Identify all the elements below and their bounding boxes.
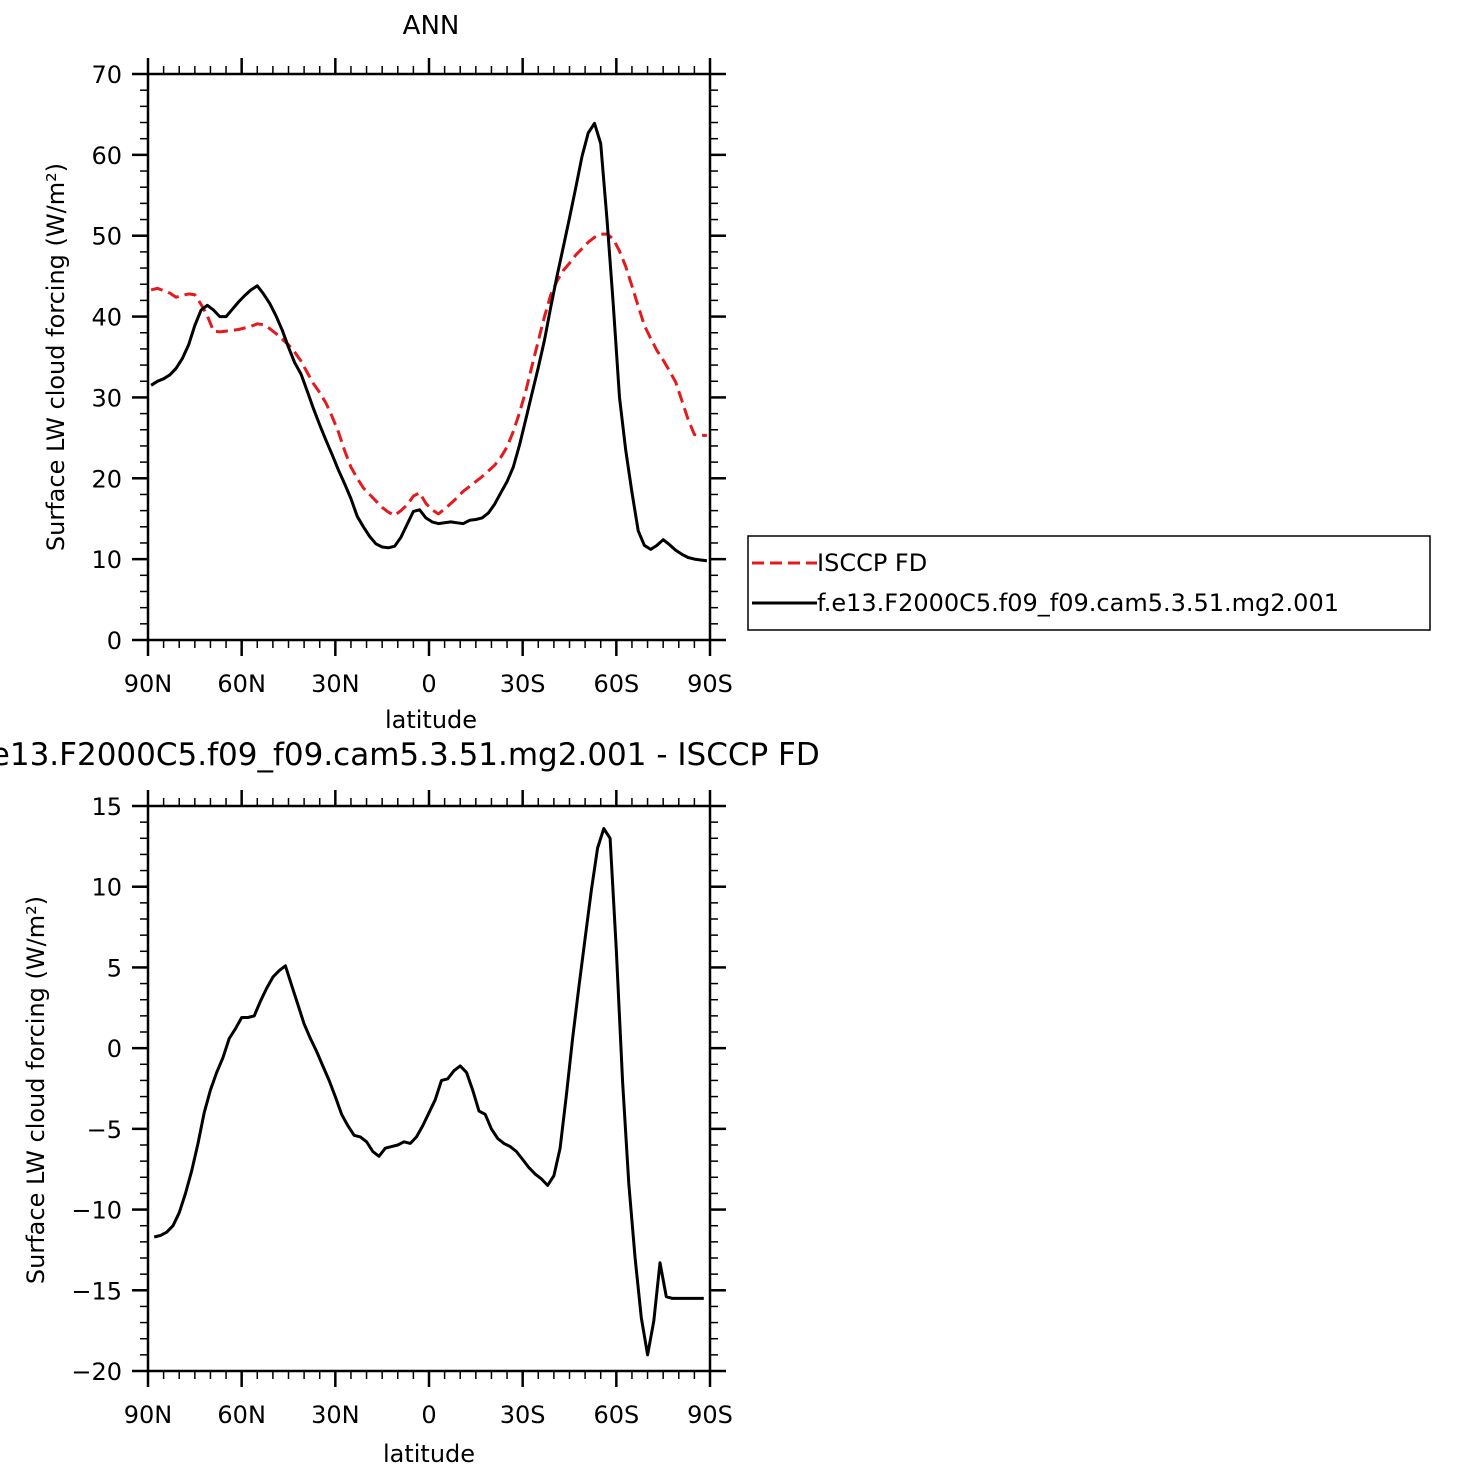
y-tick-label: 0 — [107, 1035, 122, 1063]
y-tick-label: 15 — [91, 793, 122, 821]
y-tick-label: −15 — [71, 1277, 122, 1305]
top-chart-series — [150, 121, 708, 563]
x-tick-label: 90N — [124, 670, 173, 698]
y-tick-label: −20 — [71, 1358, 122, 1386]
top-chart-y-axis-label: Surface LW cloud forcing (W/m²) — [42, 163, 70, 551]
y-tick-label: 70 — [91, 61, 122, 89]
series-line-0 — [153, 827, 704, 1357]
y-tick-label: 60 — [91, 142, 122, 170]
x-tick-label: 60N — [217, 670, 266, 698]
y-tick-label: 0 — [107, 627, 122, 655]
x-tick-label: 90N — [124, 1401, 173, 1429]
legend-label-model: f.e13.F2000C5.f09_f09.cam5.3.51.mg2.001 — [817, 589, 1339, 617]
x-tick-label: 90S — [687, 1401, 733, 1429]
series-line-1 — [150, 121, 708, 563]
y-tick-label: 5 — [107, 954, 122, 982]
bottom-chart-y-axis-label: Surface LW cloud forcing (W/m²) — [22, 896, 50, 1284]
y-tick-label: −5 — [87, 1116, 122, 1144]
x-tick-label: 60N — [217, 1401, 266, 1429]
x-tick-label: 30N — [311, 1401, 360, 1429]
legend-box — [747, 535, 1431, 631]
top-chart-x-axis-label: latitude — [385, 706, 477, 734]
x-tick-label: 60S — [593, 670, 639, 698]
legend: ISCCP FD f.e13.F2000C5.f09_f09.cam5.3.51… — [747, 535, 1431, 631]
x-tick-label: 30S — [500, 670, 546, 698]
bottom-chart-series — [153, 827, 704, 1357]
bottom-chart-title: f.e13.F2000C5.f09_f09.cam5.3.51.mg2.001 … — [0, 737, 820, 773]
plot-frame — [146, 72, 712, 642]
bottom-chart-x-axis-label: latitude — [383, 1440, 475, 1468]
y-tick-label: 40 — [91, 304, 122, 332]
series-line-0 — [150, 232, 707, 517]
x-tick-label: 30S — [500, 1401, 546, 1429]
x-tick-label: 30N — [311, 670, 360, 698]
y-tick-label: 50 — [91, 223, 122, 251]
top-chart: ANN 0 10 20 30 40 50 60 70 90N 60N 30N 0 30S 60S 90S l… — [42, 11, 733, 734]
y-tick-label: −10 — [71, 1197, 122, 1225]
y-tick-label: 10 — [91, 874, 122, 902]
y-tick-label: 10 — [91, 546, 122, 574]
plot-frame — [146, 804, 712, 1373]
x-tick-label: 60S — [593, 1401, 639, 1429]
x-tick-label: 0 — [421, 1401, 436, 1429]
legend-label-isccp-fd: ISCCP FD — [817, 549, 927, 577]
bottom-chart: f.e13.F2000C5.f09_f09.cam5.3.51.mg2.001 … — [0, 737, 820, 1468]
y-tick-label: 20 — [91, 465, 122, 493]
top-chart-title: ANN — [403, 11, 460, 41]
bottom-chart-axes: −20 −15 −10 −5 0 5 10 15 90N 60N 30N 0 30S 60S 90S — [71, 790, 733, 1429]
x-tick-label: 90S — [687, 670, 733, 698]
y-tick-label: 30 — [91, 384, 122, 412]
top-chart-axes: 0 10 20 30 40 50 60 70 90N 60N 30N 0 30S 60S 90S — [91, 58, 733, 698]
x-tick-label: 0 — [421, 670, 436, 698]
